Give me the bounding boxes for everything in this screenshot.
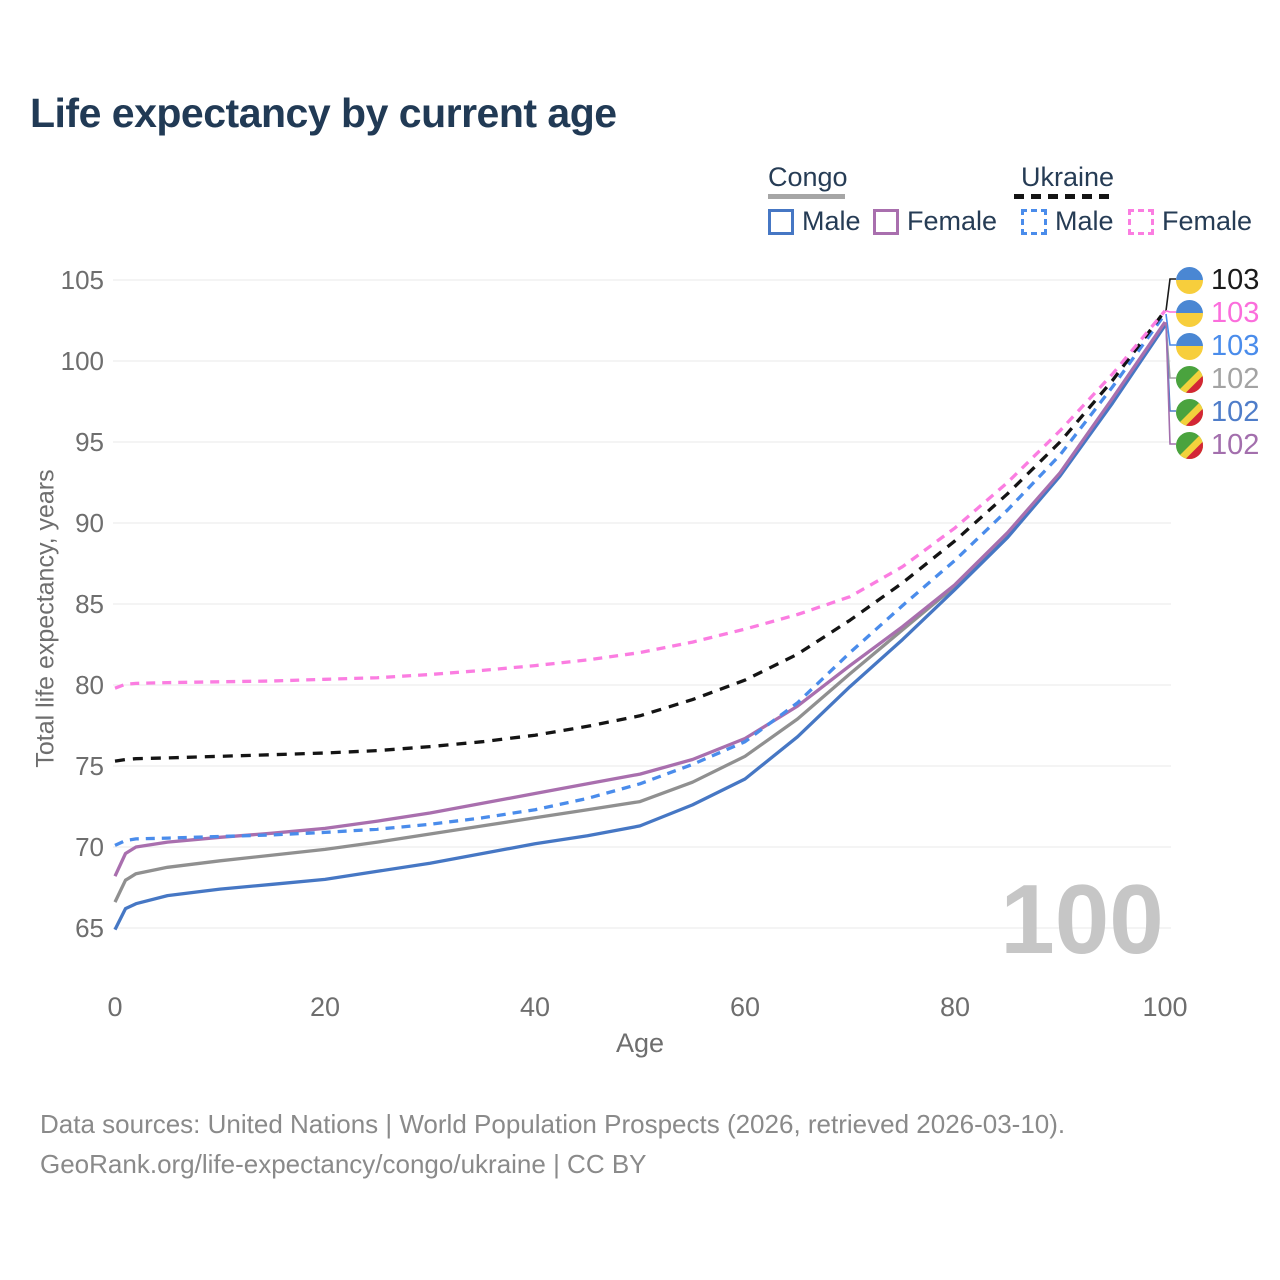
y-tick-label: 100 (61, 346, 104, 376)
legend-congo-underline (768, 194, 845, 199)
ukraine-flag-icon (1176, 267, 1203, 294)
legend-ukraine-underline (1014, 194, 1110, 199)
congo-flag-icon (1176, 399, 1203, 426)
legend-group-congo-title[interactable]: Congo (768, 162, 848, 192)
ukraine-flag-icon (1176, 333, 1203, 360)
x-tick-label: 60 (730, 992, 760, 1022)
legend-item-label: Male (1055, 206, 1114, 236)
end-label-ukraine-female: 103 (1176, 297, 1259, 330)
age-watermark: 100 (1000, 864, 1164, 974)
series-line-congo-male[interactable] (113, 324, 1167, 931)
page-title: Life expectancy by current age (30, 90, 617, 136)
x-tick-label: 0 (107, 992, 122, 1022)
x-tick-label: 80 (940, 992, 970, 1022)
x-tick-label: 40 (520, 992, 550, 1022)
end-label-ukraine-male: 103 (1176, 330, 1259, 363)
leader-line-ukraine-male (1165, 313, 1176, 346)
source-footer: Data sources: United Nations | World Pop… (40, 1104, 1065, 1184)
legend-item-ukraine-female[interactable]: Female (1128, 206, 1252, 237)
end-label-value: 103 (1211, 330, 1260, 362)
end-label-ukraine-total: 103 (1176, 264, 1259, 297)
y-tick-label: 80 (75, 670, 104, 700)
series-line-congo-total[interactable] (113, 322, 1167, 903)
y-tick-label: 95 (75, 427, 104, 457)
end-label-value: 102 (1211, 396, 1260, 428)
end-label-value: 102 (1211, 363, 1260, 395)
end-label-congo-male: 102 (1176, 396, 1259, 429)
attribution-line: GeoRank.org/life-expectancy/congo/ukrain… (40, 1149, 647, 1179)
congo-male-swatch-icon (768, 208, 794, 235)
ukraine-male-swatch-icon (1021, 208, 1047, 235)
legend-item-label: Female (1162, 206, 1253, 236)
y-tick-label: 70 (75, 832, 104, 862)
leader-line-ukraine-female (1165, 310, 1176, 313)
y-tick-label: 65 (75, 913, 104, 943)
series-line-ukraine-female[interactable] (114, 309, 1167, 690)
ukraine-female-swatch-icon (1128, 208, 1154, 235)
leader-line-ukraine-total (1165, 278, 1176, 311)
x-tick-label: 100 (1142, 992, 1187, 1022)
legend-group-ukraine-title[interactable]: Ukraine (1021, 162, 1115, 192)
series-line-ukraine-total[interactable] (114, 309, 1167, 763)
end-label-value: 102 (1211, 429, 1260, 461)
legend-item-ukraine-male[interactable]: Male (1021, 206, 1114, 237)
legend-item-congo-male[interactable]: Male (768, 206, 861, 237)
y-tick-label: 75 (75, 751, 104, 781)
y-tick-label: 90 (75, 508, 104, 538)
congo-female-swatch-icon (873, 208, 899, 235)
legend-item-label: Female (907, 206, 998, 236)
legend-item-congo-female[interactable]: Female (873, 206, 997, 237)
data-sources-line: Data sources: United Nations | World Pop… (40, 1109, 1066, 1139)
leader-line-congo-female (1165, 322, 1176, 445)
end-label-value: 103 (1211, 297, 1260, 329)
end-label-value: 103 (1211, 264, 1260, 296)
y-tick-label: 105 (61, 265, 104, 295)
end-label-congo-total: 102 (1176, 363, 1259, 396)
congo-flag-icon (1176, 366, 1203, 393)
end-label-congo-female: 102 (1176, 429, 1259, 462)
y-tick-label: 85 (75, 589, 104, 619)
series-line-ukraine-male[interactable] (114, 313, 1167, 847)
x-tick-label: 20 (310, 992, 340, 1022)
x-axis-title: Age (616, 1028, 664, 1058)
congo-flag-icon (1176, 432, 1203, 459)
ukraine-flag-icon (1176, 300, 1203, 327)
series-line-congo-female[interactable] (113, 321, 1167, 877)
legend-item-label: Male (802, 206, 861, 236)
